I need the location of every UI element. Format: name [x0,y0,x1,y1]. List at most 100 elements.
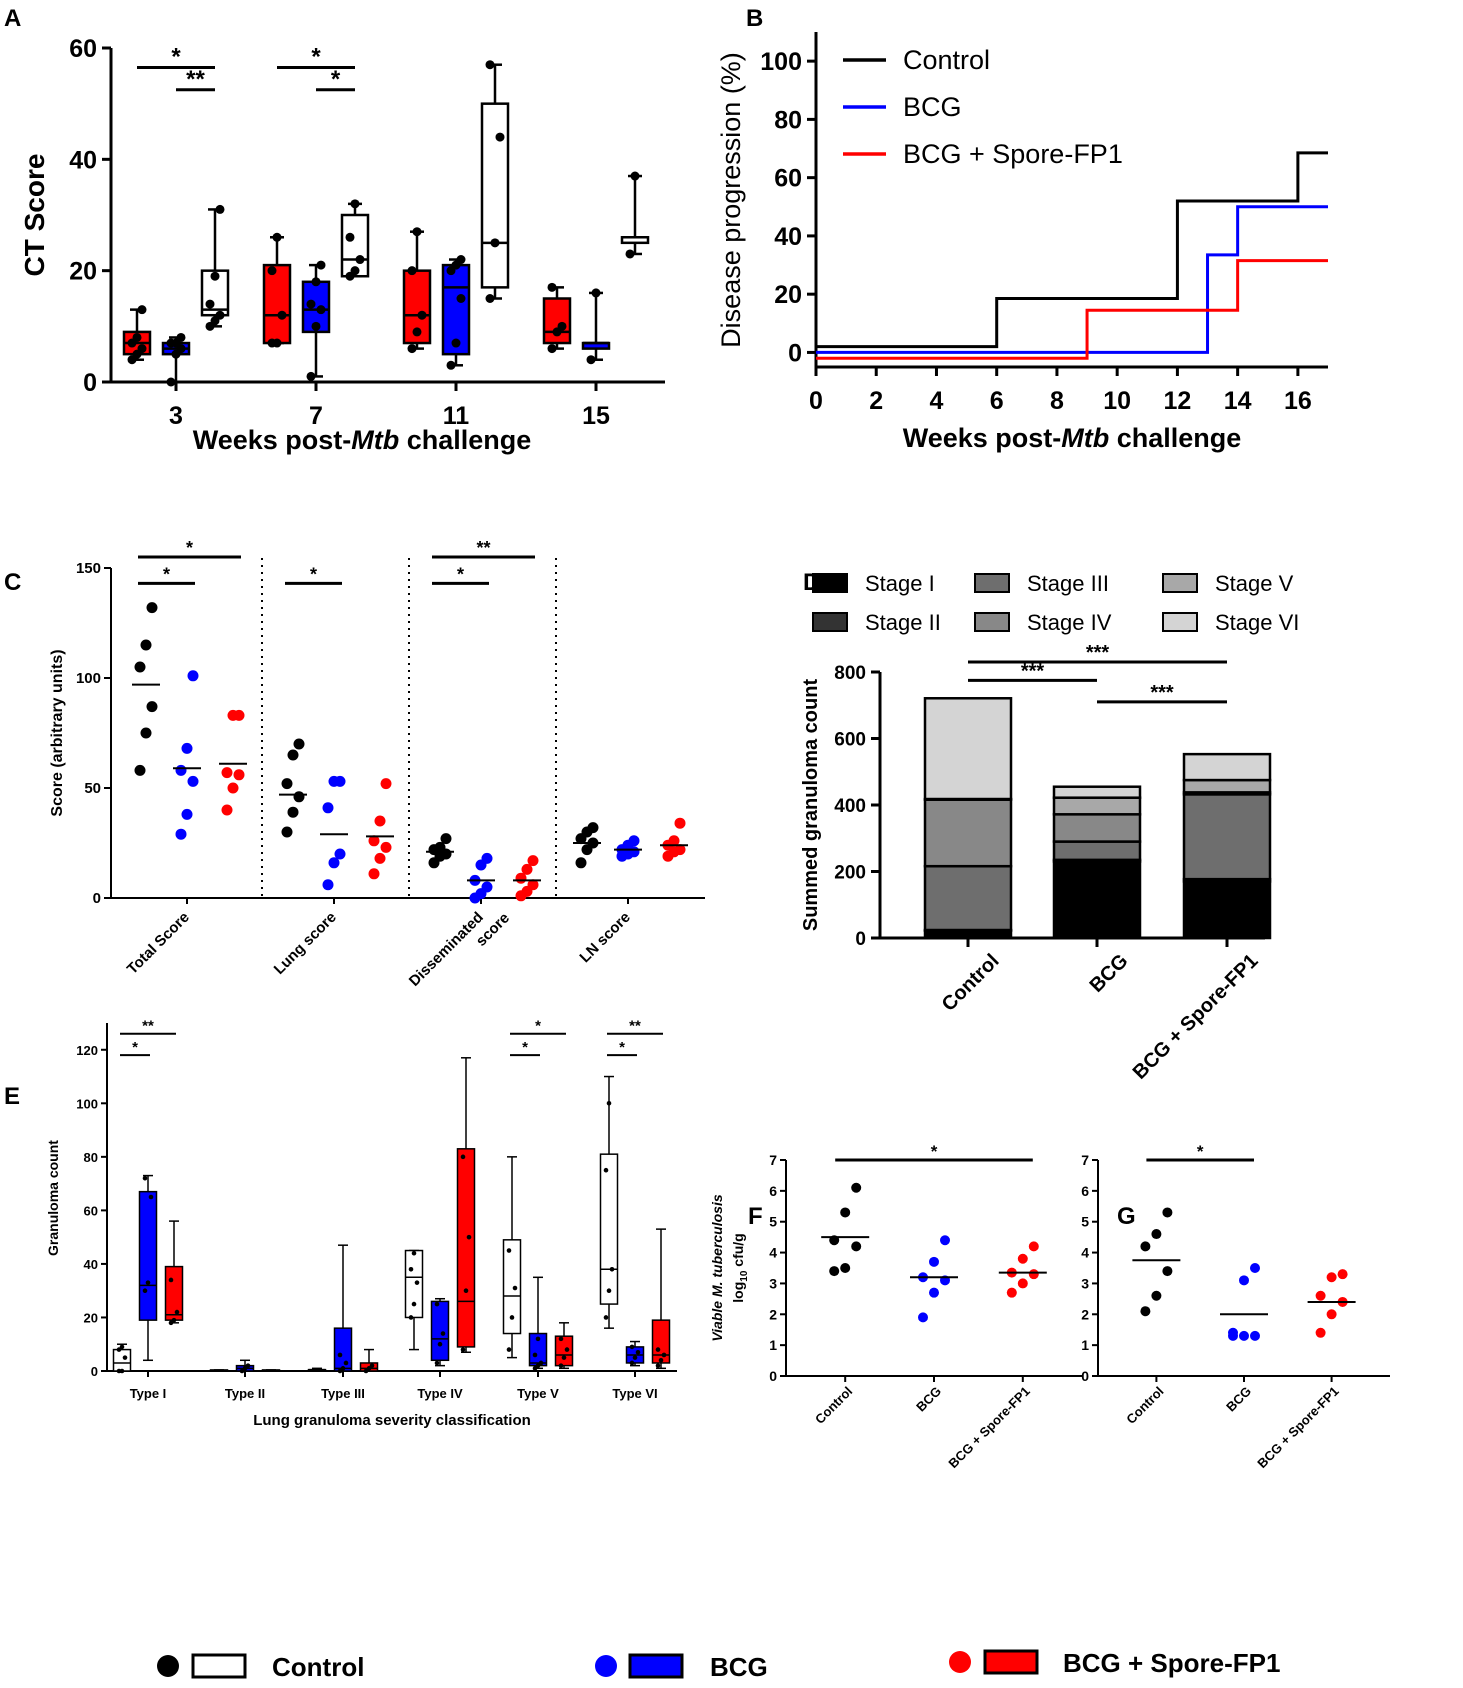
panel-d-legend-label-5: Stage V [1215,571,1294,596]
panel-c-point-bcg [481,852,493,864]
panel-e-box-5-bcg-point [532,1352,538,1358]
panel-b-legend-label-spore: BCG + Spore-FP1 [903,139,1123,169]
panel-d-legend-label-6: Stage VI [1215,610,1299,635]
panel-e-x-tick-label: Type VI [612,1386,657,1401]
panel-c-point-bcg [322,802,334,814]
panel-f-point-bcg [929,1256,939,1267]
panel-b-y-tick-label: 20 [774,281,802,309]
panel-b-line-spore [816,259,1328,360]
panel-f-y-tick-label: 4 [769,1245,777,1261]
panel-c-point-bcg [175,828,187,840]
panel-e-box-4-spore-point [460,1347,466,1352]
panel-a-sig-2-label: * [311,43,321,70]
panel-c-point-bcg [175,764,187,776]
panel-a-box-wk15-spore-point [547,344,557,354]
panel-c-sig-0-label: * [186,538,193,558]
panel-b-line-bcg [816,205,1328,354]
panel-e-box-3-bcg-point [337,1368,343,1374]
panel-c-y-tick-label: 150 [76,560,101,577]
panel-e-y-tick-label: 80 [84,1150,98,1165]
panel-a-box-wk11-control-point [495,132,505,142]
panel-g-point-bcg [1239,1275,1249,1286]
panel-d-sig-0-label: *** [1086,642,1110,664]
panel-c-point-spore [221,804,233,816]
panel-b-y-tick-label: 100 [760,48,802,76]
panel-e-box-1-bcg-point [145,1280,151,1285]
panel-a-y-tick-label: 40 [69,146,97,174]
panel-c-point-control [587,822,599,834]
panel-e-box-5-control-point [506,1347,512,1352]
panel-a-box-wk7-bcg-point [316,305,326,315]
panel-a-box-wk11-bcg-point [456,255,466,265]
panel-g-y-tick-label: 5 [1081,1214,1089,1230]
panel-e-box-2-bcg-point [242,1366,248,1371]
panel-a-box-wk7-spore-point [277,310,287,320]
panel-d-bar-2-stage-6 [1182,752,1272,782]
legend-spore-dot [949,1651,971,1673]
panel-a-y-tick-label: 20 [69,258,97,286]
panel-c-point-control [287,749,299,761]
panel-g-sig-0-label: * [1197,1142,1204,1161]
panel-b-y-tick-label: 40 [774,223,802,251]
panel-a-box-wk7-bcg-point [311,277,321,287]
panel-d-legend-label-3: Stage III [1027,571,1109,596]
panel-f-point-control [851,1241,862,1252]
panel-e-box-1-bcg-point [142,1175,148,1181]
panel-e-box-6-spore [651,1319,671,1364]
panel-c-sig-3-label: ** [476,538,490,558]
panel-b-x-tick-label: 6 [990,387,1004,415]
panel-b-x-axis-title: Weeks post-Mtb challenge [903,423,1242,453]
panel-a-box-wk15-bcg-point [591,288,601,298]
panel-e-y-tick-label: 120 [76,1043,98,1058]
panel-c-point-spore [527,879,539,891]
panel-c-point-control [281,778,293,790]
panel-d-legend-swatch-5 [1162,573,1198,593]
panel-c-point-spore [368,835,380,847]
panel-e-x-tick-label: Type II [225,1386,265,1401]
panel-e-box-4-bcg-point [437,1341,443,1347]
panel-g-point-spore [1315,1290,1326,1301]
panel-b-line-control [816,151,1328,349]
panel-e-y-tick-label: 20 [84,1310,98,1325]
panel-c-point-spore [368,868,380,880]
panel-c-point-control [287,806,299,818]
panel-c-point-control [146,701,158,713]
panel-a-box-wk11-spore-point [407,344,417,354]
panel-d-bar-1-stage-5 [1052,796,1142,816]
panel-c-point-spore [674,844,686,856]
panel-b-x-tick-label: 8 [1050,387,1064,415]
panel-e-box-6-spore-point [661,1352,667,1358]
panel-a-sig-0-label: * [171,43,181,70]
panel-a-box-wk7-control-point [350,266,360,276]
panel-e-box-1-control-point [116,1347,122,1352]
panel-d-legend-label-4: Stage IV [1027,610,1112,635]
panel-d-y-tick-label: 200 [834,863,866,884]
panel-e-box-6-bcg-point [635,1349,641,1355]
panel-e-box-1-control-point [122,1355,128,1360]
panel-f-y-tick-label: 1 [769,1337,777,1353]
legend-bcg-label: BCG [710,1652,768,1682]
panel-e-sig-4-label: ** [629,1018,641,1035]
panel-e-box-4-spore-point [460,1154,466,1160]
panel-a-box-wk3-control-point [215,204,225,214]
panel-f-y-axis-subtitle: log10 cfu/g [730,1233,750,1302]
panel-f-sig-0-label: * [931,1142,938,1161]
panel-e-box-5-spore-point [561,1355,567,1360]
panel-e-box-4-control-point [411,1250,417,1256]
panel-e-sig-1-label: * [132,1039,138,1056]
panel-e-box-6-bcg-point [629,1344,635,1350]
panel-e-box-5-spore-point [564,1347,570,1352]
panel-d-bar-2-stage-5 [1182,778,1272,794]
panel-d-y-tick-label: 400 [834,796,866,817]
panel-f-y-tick-label: 3 [769,1275,777,1291]
panel-b-x-tick-label: 16 [1284,387,1312,415]
panel-a-x-tick-label: 11 [443,402,470,430]
panel-c-point-bcg [181,808,193,820]
panel-label-g: G [1117,1203,1136,1230]
panel-c-point-spore [374,815,386,827]
panel-e-sig-2-label: * [535,1018,541,1035]
panel-d-y-tick-label: 0 [855,929,866,950]
panel-e-box-1-bcg [138,1190,158,1321]
panel-a-ct-score-chart: 0 20 40 60 CT Score 3 7 11 15 Weeks post-Mtb chal… [19,35,665,455]
panel-a-box-wk11-bcg-point [451,338,461,348]
